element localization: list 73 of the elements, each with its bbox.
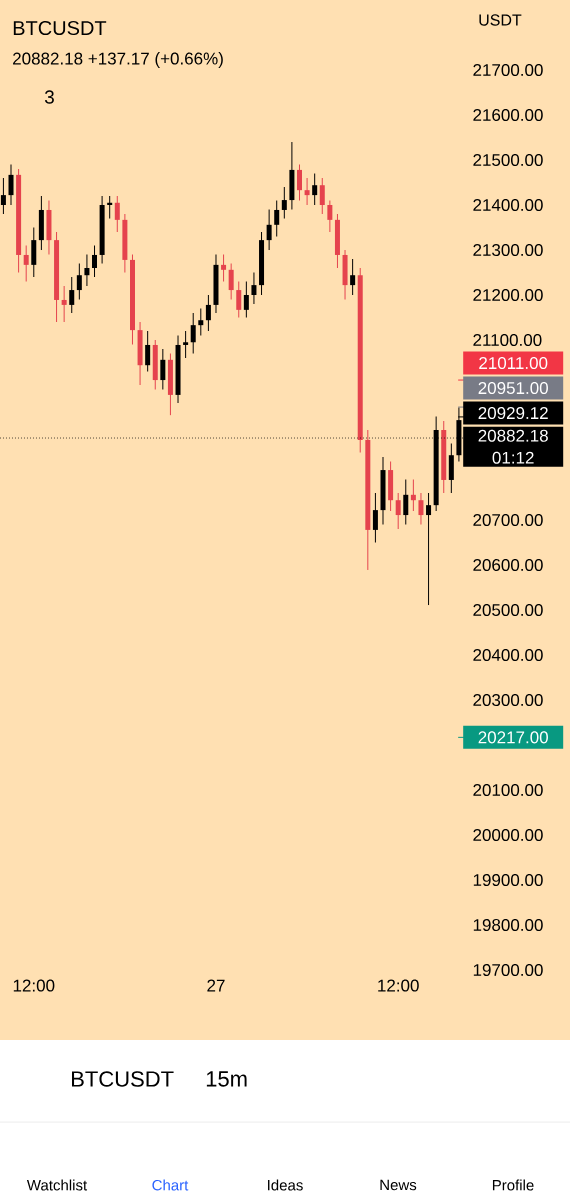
candlestick <box>92 245 98 278</box>
y-tick-label: 20300.00 <box>473 693 543 707</box>
candlestick <box>69 276 75 314</box>
text: 15m <box>206 1071 247 1087</box>
text: Ideas <box>268 1179 303 1191</box>
text: Profile <box>492 1179 534 1191</box>
candlestick <box>107 195 113 220</box>
chart-title: BTCUSDT <box>13 20 107 36</box>
candlestick <box>304 177 310 206</box>
candlestick <box>350 258 356 296</box>
candlestick <box>205 294 211 332</box>
text: 01:12 <box>492 451 534 464</box>
candlestick <box>236 281 242 319</box>
x-tick-label: 12:00 <box>378 979 419 992</box>
candlestick <box>312 173 318 206</box>
ref-line-label: 20217.00 <box>478 731 548 744</box>
candlestick <box>183 330 189 359</box>
candlestick <box>221 254 227 283</box>
candlestick <box>243 281 249 319</box>
candlestick <box>327 200 333 233</box>
y-tick-label: 20600.00 <box>473 558 543 572</box>
candlestick <box>84 254 90 287</box>
candlestick <box>266 209 272 251</box>
candlestick <box>23 245 29 283</box>
y-tick-label: 21100.00 <box>473 333 542 347</box>
y-tick-label: 20000.00 <box>473 828 543 842</box>
candlestick <box>61 285 67 323</box>
candlestick <box>418 492 424 526</box>
candlestick <box>319 177 325 215</box>
annotation: 3 <box>44 90 54 104</box>
candlestick <box>0 177 6 215</box>
candlestick <box>114 195 120 233</box>
text: News <box>380 1179 417 1191</box>
text: USDT <box>479 14 522 26</box>
candlestick <box>372 492 378 544</box>
y-tick-label: 21500.00 <box>473 154 543 167</box>
y-tick-label: 20700.00 <box>473 513 543 527</box>
y-tick-label: 21300.00 <box>473 243 543 257</box>
candlestick <box>190 312 196 355</box>
candlestick <box>160 348 166 391</box>
ref-line-label: 20929.12 <box>478 407 548 420</box>
x-tick-label: 12:00 <box>13 979 55 992</box>
y-tick-label: 20100.00 <box>473 783 543 797</box>
candlestick <box>426 492 432 606</box>
y-tick-label: 21700.00 <box>473 64 543 77</box>
y-tick-label: 20400.00 <box>473 648 543 662</box>
y-tick-label: 21400.00 <box>473 198 543 212</box>
candlestick <box>8 164 14 206</box>
y-tick-label: 19700.00 <box>473 963 543 977</box>
y-tick-label: 19800.00 <box>473 918 543 932</box>
candlestick <box>395 492 401 530</box>
chart-subtitle: 20882.18 +137.17 (+0.66%) <box>13 52 223 68</box>
ref-line-label: 20951.00 <box>478 382 548 395</box>
candlestick <box>274 200 280 238</box>
y-tick-label: 19900.00 <box>473 873 543 887</box>
ref-line-label: 20882.18 <box>478 429 548 442</box>
text: Chart <box>152 1179 189 1191</box>
candlestick <box>228 263 234 301</box>
y-tick-label: 21600.00 <box>473 109 543 122</box>
text: BTCUSDT <box>72 1071 174 1087</box>
candlestick <box>145 330 151 373</box>
y-tick-label: 20500.00 <box>473 603 543 617</box>
candlestick <box>76 263 82 301</box>
candlestick <box>281 186 287 220</box>
ref-line-label: 21011.00 <box>479 357 548 370</box>
x-tick-label: 27 <box>207 979 225 992</box>
candlestick <box>403 479 409 526</box>
y-tick-label: 21200.00 <box>473 288 543 302</box>
text: Watchlist <box>26 1179 88 1191</box>
candlestick <box>251 272 257 305</box>
candlestick <box>410 479 416 512</box>
candlestick <box>296 164 302 202</box>
candlestick <box>198 308 204 337</box>
